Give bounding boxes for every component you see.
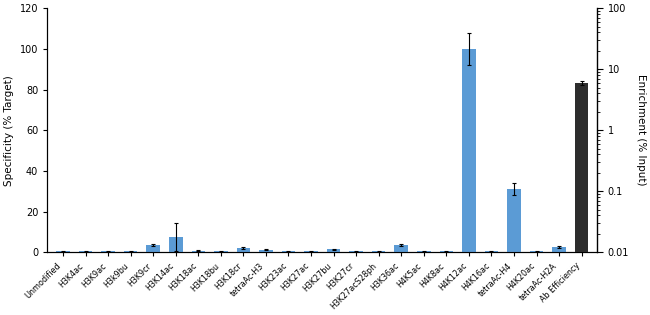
Bar <box>462 49 476 252</box>
Bar <box>575 83 588 315</box>
Bar <box>259 250 273 252</box>
Bar <box>507 189 521 252</box>
Bar <box>372 251 385 252</box>
Bar <box>349 251 363 252</box>
Y-axis label: Specificity (% Target): Specificity (% Target) <box>4 75 14 186</box>
Bar <box>124 251 137 252</box>
Bar <box>57 251 70 252</box>
Bar <box>530 251 543 252</box>
Bar <box>237 248 250 252</box>
Bar <box>327 249 341 252</box>
Bar <box>395 245 408 252</box>
Y-axis label: Enrichment (% Input): Enrichment (% Input) <box>636 74 646 186</box>
Bar <box>439 251 453 252</box>
Bar <box>552 247 566 252</box>
Bar <box>417 251 430 252</box>
Bar <box>79 251 92 252</box>
Bar <box>485 251 498 252</box>
Bar <box>146 245 160 252</box>
Bar <box>304 251 318 252</box>
Bar <box>192 251 205 252</box>
Bar <box>169 237 183 252</box>
Bar <box>101 251 115 252</box>
Bar <box>214 251 228 252</box>
Bar <box>281 251 295 252</box>
